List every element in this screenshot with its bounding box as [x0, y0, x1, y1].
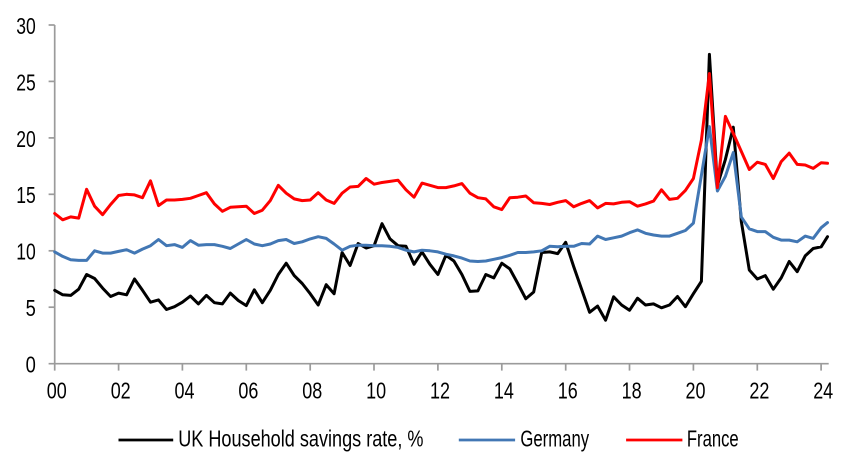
svg-text:Germany: Germany [520, 426, 589, 452]
svg-text:20: 20 [16, 126, 36, 152]
svg-text:30: 30 [16, 13, 36, 39]
svg-text:0: 0 [26, 352, 36, 378]
svg-text:France: France [687, 426, 739, 452]
svg-text:24: 24 [813, 378, 833, 404]
svg-text:5: 5 [26, 295, 36, 321]
svg-text:10: 10 [366, 378, 386, 404]
svg-text:10: 10 [16, 239, 36, 265]
svg-text:22: 22 [749, 378, 769, 404]
svg-text:25: 25 [16, 69, 36, 95]
svg-text:16: 16 [558, 378, 578, 404]
svg-text:14: 14 [494, 378, 514, 404]
svg-text:UK Household savings rate, %: UK Household savings rate, % [178, 426, 423, 452]
svg-text:00: 00 [47, 378, 67, 404]
svg-text:02: 02 [111, 378, 131, 404]
svg-text:08: 08 [302, 378, 322, 404]
svg-text:20: 20 [686, 378, 706, 404]
svg-text:06: 06 [238, 378, 258, 404]
svg-text:12: 12 [430, 378, 450, 404]
svg-text:15: 15 [16, 182, 36, 208]
svg-text:18: 18 [622, 378, 642, 404]
svg-text:04: 04 [175, 378, 195, 404]
